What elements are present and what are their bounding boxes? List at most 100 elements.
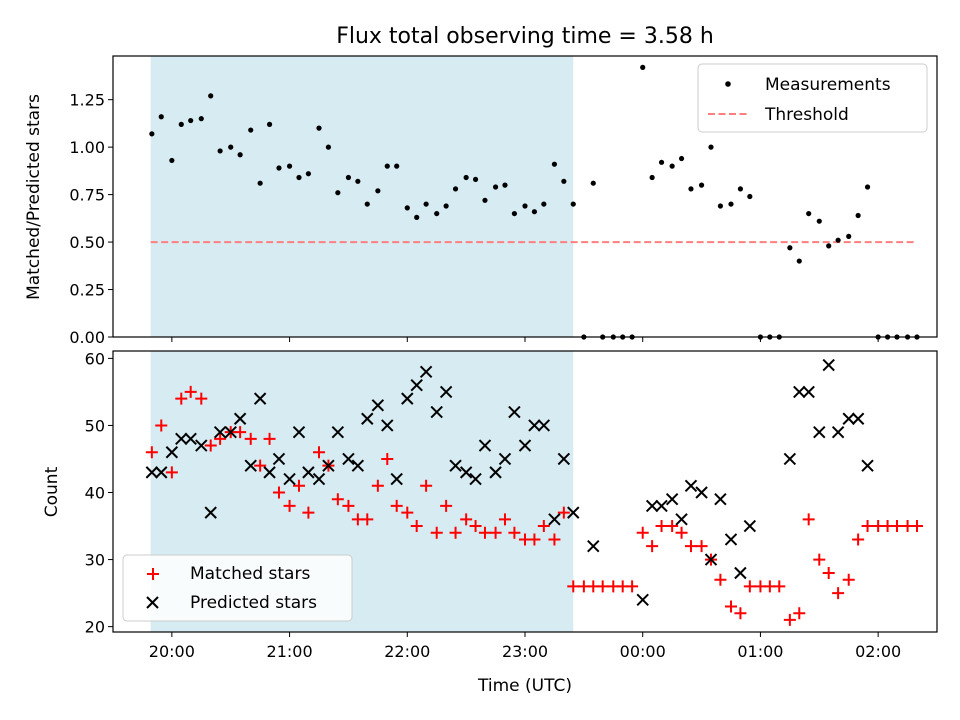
measurement-point bbox=[482, 197, 488, 203]
top-shaded-interval bbox=[150, 56, 574, 337]
matched-star-point bbox=[214, 432, 227, 445]
predicted-star-point bbox=[253, 392, 267, 405]
measurement-point bbox=[423, 201, 429, 207]
y-tick-label: 50 bbox=[85, 416, 105, 435]
measurement-point bbox=[816, 218, 822, 224]
measurement-point bbox=[826, 243, 832, 249]
matched-star-point bbox=[675, 526, 688, 539]
matched-star-point bbox=[381, 452, 394, 465]
matched-star-point bbox=[478, 526, 491, 539]
predicted-star-point bbox=[704, 553, 718, 566]
y-tick-label: 1.00 bbox=[69, 138, 105, 157]
measurement-point bbox=[492, 184, 499, 190]
measurement-point bbox=[217, 148, 223, 154]
top-legend-box bbox=[697, 63, 928, 133]
measurement-point bbox=[149, 131, 155, 137]
measurement-point bbox=[158, 114, 164, 120]
matched-star-point bbox=[646, 540, 659, 553]
matched-star-point bbox=[626, 580, 639, 593]
predicted-star-point bbox=[312, 472, 326, 486]
y-tick-label: 0.00 bbox=[69, 328, 105, 347]
measurement-point bbox=[237, 152, 243, 158]
y-tick-label: 0.75 bbox=[69, 186, 105, 205]
predicted-star-point bbox=[342, 452, 355, 466]
matched-star-point bbox=[852, 533, 865, 546]
matched-star-point bbox=[498, 513, 511, 526]
matched-star-point bbox=[469, 520, 482, 533]
matched-star-point bbox=[313, 446, 325, 459]
matched-star-point bbox=[890, 520, 903, 533]
y-tick-label: 1.25 bbox=[69, 91, 105, 110]
x-tick-label: 01:00 bbox=[737, 642, 783, 661]
x-tick-label: 22:00 bbox=[384, 642, 430, 661]
predicted-star-point bbox=[557, 452, 571, 466]
measurement-point bbox=[452, 186, 459, 192]
predicted-star-point bbox=[419, 365, 433, 378]
measurement-point bbox=[502, 182, 508, 188]
matched-star-point bbox=[361, 513, 374, 526]
y-tick-label: 0.50 bbox=[69, 233, 105, 252]
measurement-point bbox=[688, 186, 694, 192]
bottom-legend-box bbox=[122, 554, 353, 622]
matched-star-point bbox=[548, 533, 561, 546]
measurement-point bbox=[248, 127, 254, 133]
measurement-point bbox=[276, 165, 282, 171]
matched-star-point bbox=[684, 540, 697, 553]
measurement-point bbox=[787, 245, 793, 251]
legend-predicted-label: Predicted stars bbox=[190, 593, 317, 613]
matched-star-point bbox=[528, 533, 541, 546]
measurement-point bbox=[551, 161, 558, 167]
measurement-point bbox=[590, 180, 596, 186]
measurement-point bbox=[394, 163, 400, 169]
matched-star-point bbox=[175, 392, 188, 405]
predicted-star-point bbox=[831, 425, 845, 439]
matched-star-point bbox=[234, 426, 247, 439]
predicted-star-point bbox=[233, 412, 247, 425]
measurement-point bbox=[717, 203, 724, 209]
measurement-point bbox=[561, 178, 567, 184]
predicted-star-point bbox=[155, 466, 168, 479]
matched-star-point bbox=[342, 499, 355, 512]
predicted-star-point bbox=[645, 499, 659, 513]
measurement-point bbox=[305, 171, 312, 177]
measurement-point bbox=[384, 163, 390, 169]
matched-star-point bbox=[725, 600, 737, 613]
measurement-point bbox=[169, 157, 175, 164]
predicted-star-point bbox=[175, 432, 188, 446]
top-y-ticks: 0.00 0.25 0.50 0.75 1.00 1.25 bbox=[69, 91, 113, 347]
x-tick-label: 23:00 bbox=[502, 642, 548, 661]
predicted-star-point bbox=[498, 452, 512, 466]
measurement-point bbox=[796, 258, 802, 264]
matched-star-point bbox=[636, 526, 649, 539]
y-tick-label: 20 bbox=[85, 618, 105, 637]
top-marks bbox=[149, 64, 920, 340]
matched-star-point bbox=[813, 553, 826, 566]
predicted-star-point bbox=[528, 419, 541, 432]
measurement-point bbox=[404, 205, 410, 211]
predicted-star-point bbox=[783, 452, 797, 466]
predicted-star-point bbox=[263, 466, 276, 479]
predicted-star-point bbox=[813, 425, 826, 439]
predicted-star-point bbox=[165, 446, 179, 459]
measurement-point bbox=[325, 144, 332, 150]
matched-star-point bbox=[165, 466, 178, 479]
matched-star-point bbox=[655, 520, 668, 533]
measurement-point bbox=[208, 93, 214, 99]
measurement-point bbox=[316, 125, 322, 131]
matched-star-point bbox=[390, 499, 403, 512]
x-tick-label: 21:00 bbox=[267, 642, 313, 661]
top-y-axis-label: Matched/Predicted stars bbox=[24, 94, 44, 300]
measurement-point bbox=[443, 203, 449, 209]
matched-star-point bbox=[440, 499, 453, 512]
predicted-star-point bbox=[478, 439, 492, 452]
measurement-point bbox=[570, 201, 576, 207]
predicted-star-point bbox=[410, 378, 423, 392]
measurement-point bbox=[257, 180, 263, 186]
matched-star-point bbox=[783, 613, 796, 626]
predicted-star-point bbox=[439, 385, 453, 399]
measurement-point bbox=[188, 117, 194, 124]
matched-star-point bbox=[695, 540, 708, 553]
predicted-star-point bbox=[449, 459, 462, 472]
predicted-star-point bbox=[655, 499, 668, 513]
